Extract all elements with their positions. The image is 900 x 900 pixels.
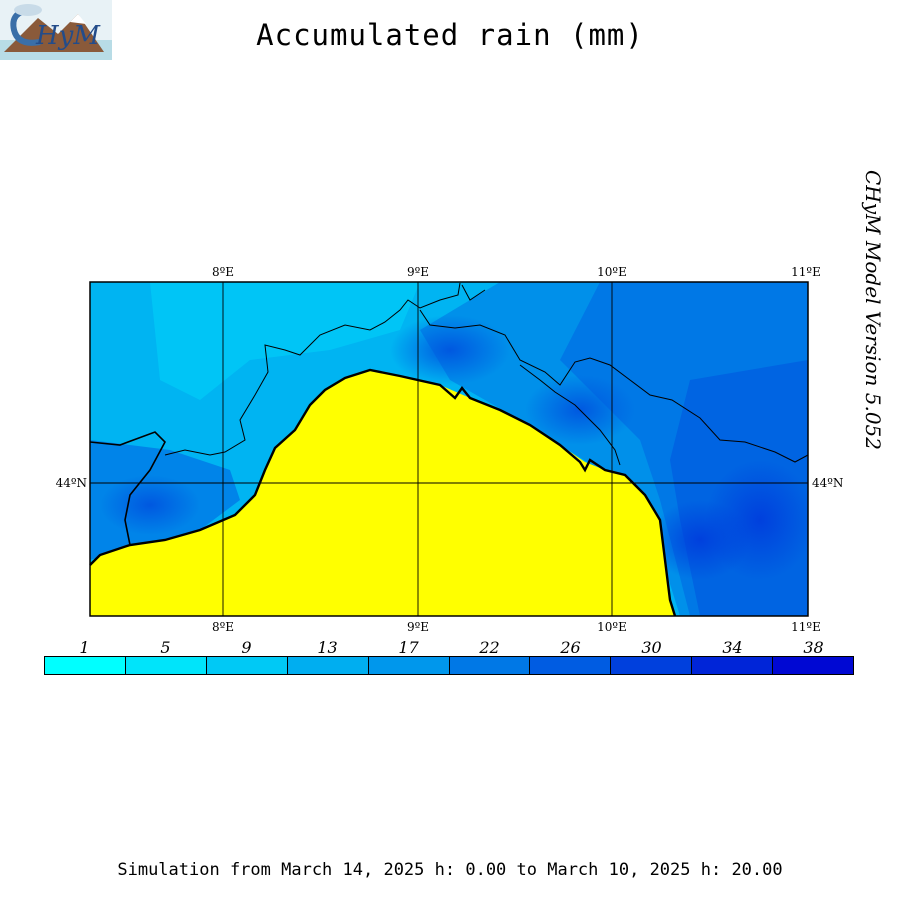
colorbar-label: 30 bbox=[641, 638, 662, 657]
chym-logo: HyM bbox=[0, 0, 112, 60]
lat-label-left: 44ºN bbox=[56, 476, 87, 490]
colorbar-swatch bbox=[45, 657, 126, 674]
colorbar-swatch bbox=[206, 657, 288, 674]
lon-label-bottom-11: 11ºE bbox=[791, 620, 821, 634]
lon-label-bottom-10: 10ºE bbox=[597, 620, 627, 634]
colorbar-swatch bbox=[530, 657, 612, 674]
lon-label-bottom-9: 9ºE bbox=[407, 620, 429, 634]
colorbar-label: 5 bbox=[160, 638, 171, 657]
colorbar-label: 9 bbox=[241, 638, 252, 657]
colorbar-label: 13 bbox=[317, 638, 338, 657]
border-line bbox=[461, 284, 486, 301]
colorbar-label: 38 bbox=[803, 638, 824, 657]
colorbar-label: 1 bbox=[79, 638, 90, 657]
colorbar-swatch bbox=[449, 657, 531, 674]
graticule bbox=[90, 282, 808, 616]
colorbar-label: 26 bbox=[560, 638, 581, 657]
colorbar-swatch bbox=[287, 657, 369, 674]
border-line bbox=[164, 282, 461, 456]
lon-label-top-8: 8ºE bbox=[212, 265, 234, 279]
coastline bbox=[89, 368, 677, 617]
colorbar-label: 22 bbox=[479, 638, 500, 657]
border-line bbox=[89, 431, 166, 546]
colorbar-swatch bbox=[692, 657, 774, 674]
lon-label-top-11: 11ºE bbox=[791, 265, 821, 279]
colorbar-swatch bbox=[611, 657, 693, 674]
colorbar-swatch bbox=[125, 657, 207, 674]
lon-label-bottom-8: 8ºE bbox=[212, 620, 234, 634]
chart-title: Accumulated rain (mm) bbox=[256, 18, 644, 52]
sea-area bbox=[90, 370, 675, 616]
colorbar-labels: 1 5 9 13 17 22 26 30 34 38 bbox=[44, 638, 854, 657]
map-frame bbox=[89, 281, 809, 617]
colorbar-swatch bbox=[368, 657, 450, 674]
border-line bbox=[419, 309, 809, 463]
colorbar-swatch bbox=[773, 657, 854, 674]
simulation-period: Simulation from March 14, 2025 h: 0.00 t… bbox=[117, 860, 783, 880]
colorbar-label: 17 bbox=[398, 638, 419, 657]
border-line bbox=[519, 364, 621, 466]
lon-label-top-9: 9ºE bbox=[407, 265, 429, 279]
colorbar bbox=[44, 656, 854, 675]
lat-label-right: 44ºN bbox=[812, 476, 843, 490]
lon-label-top-10: 10ºE bbox=[597, 265, 627, 279]
svg-text:HyM: HyM bbox=[35, 21, 101, 51]
colorbar-label: 34 bbox=[722, 638, 743, 657]
rain-field bbox=[90, 282, 808, 616]
